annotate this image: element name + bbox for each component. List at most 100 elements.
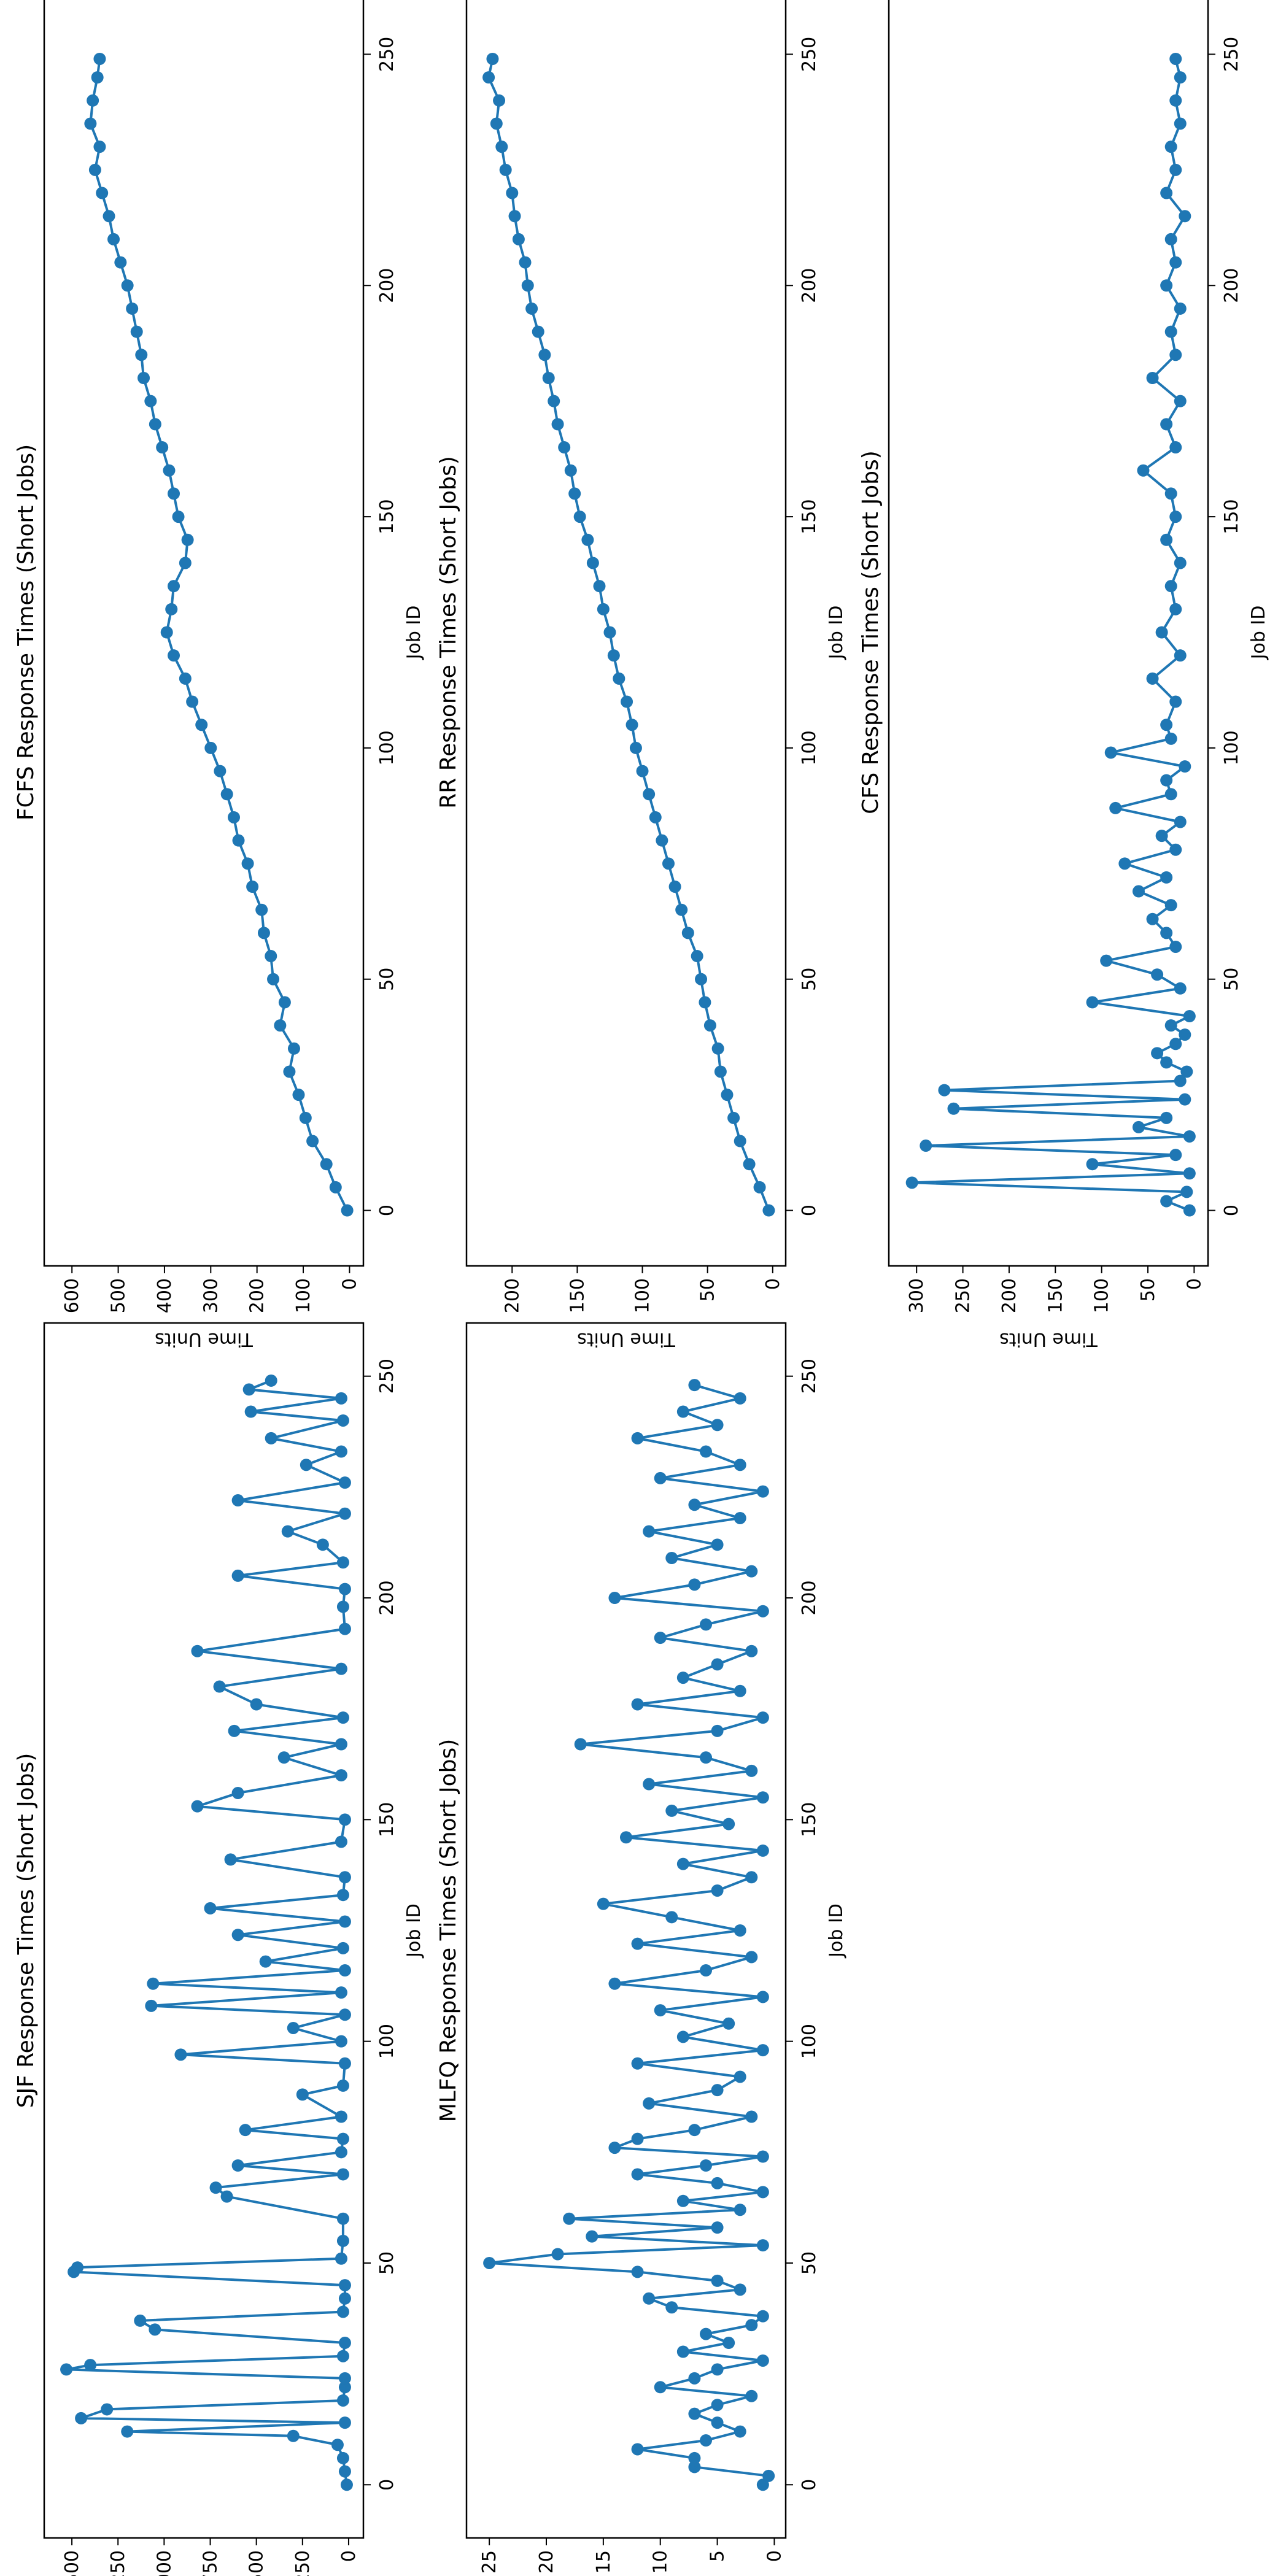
sjf-data-point <box>231 1786 244 1799</box>
cfs-data-point <box>1164 1019 1177 1032</box>
rr-data-point <box>482 71 495 84</box>
sjf-data-point <box>340 2478 353 2491</box>
fcfs-data-point <box>163 464 176 477</box>
mlfq-x-tick-label: 200 <box>799 1580 820 1615</box>
fcfs-x-tick-label: 50 <box>376 968 398 991</box>
rr-x-tick-label: 250 <box>799 37 820 72</box>
fcfs-data-point <box>87 94 99 107</box>
sjf-data-point <box>296 2088 309 2101</box>
mlfq-data-point <box>676 1672 689 1684</box>
cfs-data-point <box>1174 117 1187 130</box>
mlfq-y-tick-label: 25 <box>479 2550 500 2574</box>
sjf-data-point <box>101 2403 114 2416</box>
cfs-y-axis-label: Time Units <box>999 1328 1098 1350</box>
mlfq-data-point <box>734 2204 746 2216</box>
cfs-data-point <box>1179 760 1191 773</box>
fcfs-data-point <box>84 117 97 130</box>
sjf-data-point <box>281 1525 294 1538</box>
sjf-data-point <box>335 2035 347 2048</box>
sjf-data-point <box>231 1569 244 1582</box>
cfs-data-point <box>1169 52 1182 65</box>
mlfq-data-point <box>756 2478 769 2491</box>
cfs-data-point <box>1160 279 1173 292</box>
fcfs-y-axis-label: Time Units <box>155 1328 254 1350</box>
rr-data-point <box>499 163 512 176</box>
cfs-data-point <box>1169 940 1182 953</box>
sjf-chart: SJF Response Times (Short Jobs) 0 50 100 150… <box>14 1322 425 2576</box>
mlfq-data-point <box>722 2017 735 2030</box>
fcfs-data-point <box>299 1111 312 1124</box>
fcfs-data-point <box>172 511 185 523</box>
sjf-data-point <box>336 1556 349 1569</box>
mlfq-data-point <box>643 2292 656 2305</box>
rr-data-point <box>564 464 577 477</box>
cfs-data-point <box>1164 788 1177 801</box>
rr-y-tick-label: 50 <box>697 1278 719 1301</box>
rr-data-point <box>495 141 508 153</box>
sjf-data-point <box>338 2279 351 2292</box>
fcfs-data-point <box>168 649 180 662</box>
cfs-data-point <box>920 1140 932 1152</box>
cfs-data-point <box>947 1102 960 1115</box>
rr-data-point <box>512 233 525 245</box>
fcfs-y-tick-label: 500 <box>108 1278 130 1313</box>
cfs-data-point <box>1160 774 1173 787</box>
rr-x-tick-label: 150 <box>799 499 820 534</box>
fcfs-data-point <box>179 557 192 569</box>
sjf-title: SJF Response Times (Short Jobs) <box>14 1753 39 2108</box>
sjf-data-point <box>134 2314 147 2327</box>
rr-axes-frame <box>465 0 787 1267</box>
rr-data-point <box>542 371 555 384</box>
cfs-data-point <box>1174 395 1187 407</box>
mlfq-data-point <box>711 2084 724 2097</box>
sjf-data-point <box>338 1964 351 1977</box>
mlfq-data-point <box>631 1937 644 1950</box>
mlfq-axes-frame <box>465 1322 787 2539</box>
cfs-data-point <box>1180 1065 1193 1078</box>
mlfq-data-point <box>654 2381 667 2394</box>
cfs-data-point <box>1155 626 1168 639</box>
rr-x-tick-label: 200 <box>799 268 820 303</box>
sjf-data-point <box>331 2439 344 2451</box>
sjf-data-point <box>300 1459 312 1471</box>
sjf-data-point <box>338 1583 351 1595</box>
cfs-data-point <box>1183 1130 1196 1143</box>
fcfs-y-tick-label: 400 <box>154 1278 176 1313</box>
sjf-x-tick-label: 150 <box>376 1802 398 1837</box>
mlfq-data-point <box>734 1924 746 1937</box>
sjf-data-point <box>265 1432 277 1444</box>
fcfs-data-point <box>156 441 169 454</box>
mlfq-data-point <box>722 2337 735 2350</box>
sjf-data-point <box>204 1902 217 1915</box>
mlfq-data-point <box>631 1432 644 1444</box>
fcfs-data-point <box>114 256 127 269</box>
sjf-data-point <box>338 2057 351 2070</box>
cfs-y-tick-label: 0 <box>1183 1278 1205 1290</box>
mlfq-data-point <box>688 1578 701 1591</box>
rr-data-point <box>581 533 594 546</box>
rr-x-tick-label: 100 <box>799 730 820 765</box>
mlfq-data-point <box>756 2150 769 2163</box>
sjf-data-point <box>149 2323 161 2336</box>
cfs-x-tick-label: 50 <box>1221 968 1242 991</box>
sjf-data-point <box>265 1374 277 1387</box>
mlfq-data-point <box>700 1751 712 1764</box>
rr-data-point <box>551 418 564 431</box>
mlfq-data-point <box>745 1565 758 1578</box>
mlfq-data-point <box>745 2319 758 2332</box>
sjf-data-point <box>277 1751 290 1764</box>
fcfs-data-point <box>165 603 178 615</box>
sjf-data-point <box>338 1622 351 1635</box>
mlfq-x-tick-label: 150 <box>799 1802 820 1837</box>
mlfq-data-point <box>711 2274 724 2287</box>
sjf-data-point <box>191 1645 204 1657</box>
mlfq-data-point <box>620 1831 632 1844</box>
sjf-data-point <box>335 1835 347 1848</box>
cfs-data-point <box>1169 94 1182 107</box>
rr-y-tick-label: 150 <box>567 1278 588 1313</box>
rr-data-point <box>762 1204 775 1217</box>
rr-data-point <box>573 511 586 523</box>
cfs-data-point <box>1174 982 1187 995</box>
mlfq-data-point <box>608 1977 621 1990</box>
mlfq-data-point <box>734 2425 746 2438</box>
